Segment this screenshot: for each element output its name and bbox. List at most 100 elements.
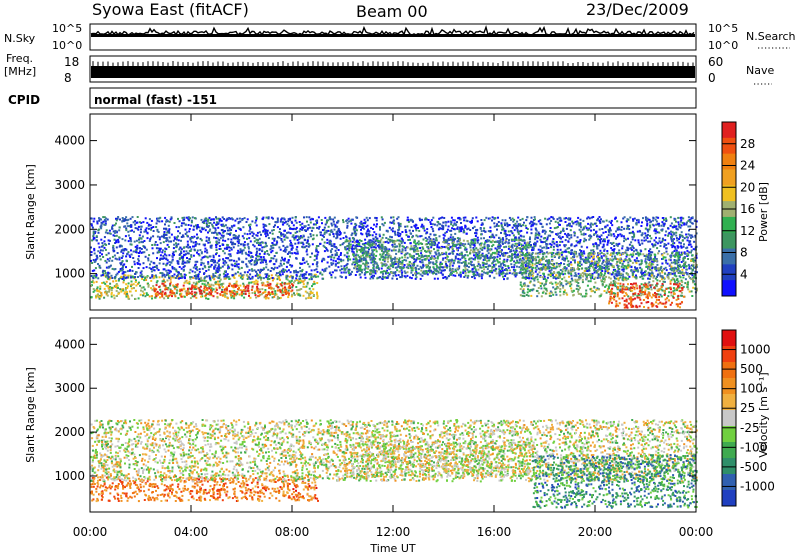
- echo-cell: [255, 224, 258, 227]
- echo-cell: [265, 276, 268, 279]
- echo-cell: [628, 232, 631, 235]
- echo-cell: [680, 261, 683, 263]
- echo-cell: [581, 228, 584, 231]
- echo-cell: [544, 237, 546, 239]
- echo-cell: [290, 279, 293, 282]
- echo-cell: [102, 244, 105, 247]
- echo-cell: [514, 253, 516, 256]
- echo-cell: [188, 230, 191, 233]
- echo-cell: [242, 276, 245, 279]
- echo-cell: [185, 292, 188, 295]
- echo-cell: [95, 239, 98, 242]
- echo-cell: [530, 244, 532, 246]
- echo-cell: [580, 233, 583, 236]
- echo-cell: [364, 276, 367, 279]
- echo-cell: [190, 290, 193, 293]
- echo-cell: [416, 242, 419, 244]
- echo-cell: [656, 263, 659, 266]
- echo-cell: [114, 286, 117, 288]
- echo-cell: [270, 247, 273, 250]
- echo-cell: [117, 216, 120, 218]
- echo-cell: [172, 247, 175, 250]
- echo-cell: [339, 275, 342, 278]
- echo-cell: [171, 291, 174, 294]
- echo-cell: [265, 244, 268, 247]
- echo-cell: [438, 217, 441, 220]
- echo-cell: [137, 228, 140, 231]
- echo-cell: [346, 222, 349, 225]
- echo-cell: [195, 282, 198, 285]
- echo-cell: [303, 261, 306, 264]
- echo-cell: [193, 295, 196, 298]
- echo-cell: [266, 278, 269, 281]
- echo-cell: [182, 295, 185, 298]
- echo-cell: [599, 240, 602, 243]
- echo-cell: [218, 280, 221, 283]
- echo-cell: [287, 220, 290, 223]
- echo-cell: [573, 245, 576, 248]
- echo-cell: [122, 271, 125, 274]
- echo-cell: [414, 277, 417, 280]
- echo-cell: [474, 256, 477, 259]
- echo-cell: [493, 225, 496, 228]
- echo-cell: [218, 220, 221, 223]
- echo-cell: [262, 226, 265, 229]
- echo-cell: [467, 274, 470, 277]
- echo-cell: [649, 226, 652, 229]
- echo-cell: [212, 288, 215, 291]
- echo-cell: [162, 273, 165, 276]
- echo-cell: [456, 247, 459, 250]
- echo-cell: [203, 244, 206, 247]
- echo-cell: [173, 243, 176, 246]
- echo-cell: [169, 270, 172, 273]
- echo-cell: [654, 232, 657, 235]
- echo-cell: [690, 245, 693, 248]
- echo-cell: [502, 228, 505, 231]
- echo-cell: [508, 272, 511, 275]
- echo-cell: [285, 275, 288, 278]
- echo-cell: [196, 249, 199, 252]
- echo-cell: [156, 267, 159, 270]
- echo-cell: [225, 289, 228, 292]
- echo-cell: [141, 241, 144, 244]
- echo-cell: [171, 265, 174, 268]
- echo-cell: [377, 246, 380, 248]
- echo-cell: [127, 296, 130, 299]
- echo-cell: [106, 232, 109, 235]
- echo-cell: [238, 274, 241, 277]
- echo-cell: [521, 217, 524, 220]
- echo-cell: [281, 217, 284, 220]
- echo-cell: [223, 293, 226, 296]
- echo-cell: [635, 221, 638, 224]
- echo-cell: [290, 248, 293, 251]
- echo-cell: [353, 229, 356, 232]
- echo-cell: [674, 262, 677, 265]
- echo-cell: [193, 225, 195, 228]
- echo-cell: [98, 217, 100, 220]
- echo-cell: [182, 222, 185, 225]
- echo-cell: [313, 273, 316, 276]
- echo-cell: [124, 271, 127, 274]
- echo-cell: [262, 256, 265, 259]
- echo-cell: [307, 263, 310, 266]
- echo-cell: [126, 270, 129, 273]
- echo-cell: [636, 267, 639, 270]
- echo-cell: [427, 269, 430, 272]
- echo-cell: [159, 272, 162, 274]
- echo-cell: [661, 239, 664, 242]
- echo-cell: [221, 284, 223, 287]
- echo-cell: [357, 268, 360, 271]
- echo-cell: [105, 284, 108, 287]
- echo-cell: [140, 228, 142, 231]
- echo-cell: [635, 253, 638, 255]
- echo-cell: [261, 288, 264, 291]
- echo-cell: [201, 221, 204, 224]
- echo-cell: [288, 224, 291, 227]
- echo-cell: [112, 286, 115, 289]
- echo-cell: [606, 261, 608, 264]
- echo-cell: [364, 238, 367, 241]
- echo-cell: [177, 243, 180, 246]
- echo-cell: [299, 235, 302, 238]
- echo-cell: [532, 219, 535, 221]
